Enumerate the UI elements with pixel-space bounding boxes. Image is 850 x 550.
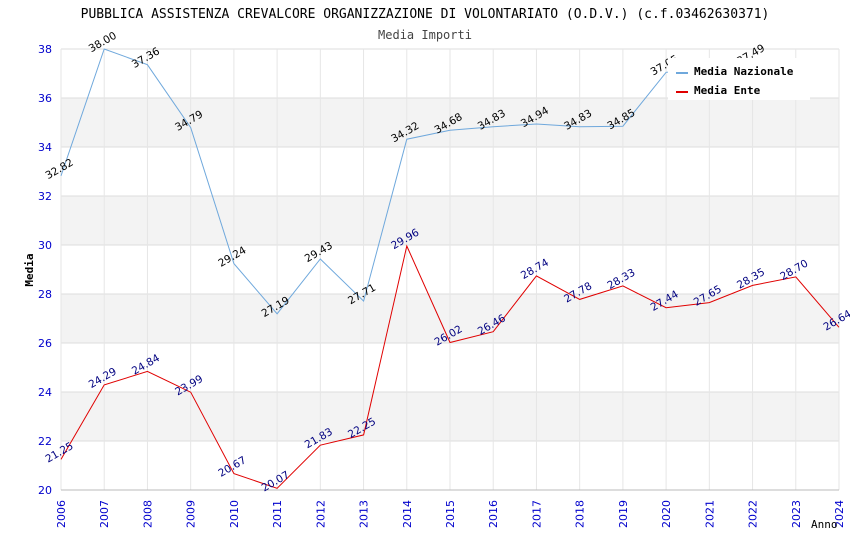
x-tick-label: 2007 <box>98 500 111 528</box>
x-tick-label: 2020 <box>660 500 673 528</box>
x-tick-label: 2017 <box>530 500 543 528</box>
x-tick-label: 2024 <box>833 500 846 528</box>
x-tick-label: 2014 <box>401 500 414 528</box>
y-axis-label: Media <box>23 253 36 286</box>
x-tick-label: 2022 <box>747 500 760 528</box>
data-label: 38.00 <box>87 30 119 55</box>
data-label: 32.82 <box>43 157 75 182</box>
grid-lines <box>60 48 840 491</box>
chart-subtitle: Media Importi <box>378 28 472 42</box>
data-label: 29.24 <box>216 244 248 270</box>
x-tick-label: 2009 <box>185 500 198 528</box>
legend-label-ente: Media Ente <box>694 84 761 97</box>
x-tick-label: 2018 <box>574 500 587 528</box>
x-tick-label: 2023 <box>790 500 803 528</box>
x-axis-label: Anno <box>811 518 838 531</box>
legend-label-nazionale: Media Nazionale <box>694 65 794 78</box>
x-tick-label: 2021 <box>703 500 716 528</box>
y-tick-label: 34 <box>38 141 52 154</box>
x-tick-label: 2019 <box>617 500 630 528</box>
chart-title: PUBBLICA ASSISTENZA CREVALCORE ORGANIZZA… <box>81 7 770 22</box>
x-tick-label: 2011 <box>271 500 284 528</box>
data-label: 20.67 <box>216 454 248 479</box>
y-tick-label: 26 <box>38 337 52 350</box>
x-tick-label: 2015 <box>444 500 457 528</box>
data-label: 20.07 <box>260 469 292 494</box>
y-tick-label: 36 <box>38 92 52 105</box>
data-label: 28.33 <box>605 267 637 292</box>
x-tick-labels: 2006 2007 2008 2009 2010 2011 2012 2013 2014 2015… <box>55 500 846 528</box>
y-tick-label: 32 <box>38 190 52 203</box>
y-tick-labels: 20 22 24 26 28 30 32 34 36 38 <box>38 43 52 497</box>
y-tick-label: 20 <box>38 484 52 497</box>
x-tick-label: 2013 <box>358 500 371 528</box>
y-tick-label: 28 <box>38 288 52 301</box>
x-tick-label: 2016 <box>487 500 500 528</box>
series-line-ente <box>60 244 840 489</box>
data-label: 28.70 <box>778 258 810 283</box>
y-tick-label: 22 <box>38 435 52 448</box>
data-label: 28.35 <box>735 266 767 291</box>
data-label: 24.84 <box>130 352 162 378</box>
legend-box <box>668 58 810 100</box>
x-tick-label: 2012 <box>314 500 327 528</box>
y-tick-label: 24 <box>38 386 52 399</box>
y-tick-label: 30 <box>38 239 52 252</box>
y-tick-label: 38 <box>38 43 52 56</box>
x-tick-label: 2006 <box>55 500 68 528</box>
x-tick-label: 2008 <box>141 500 154 528</box>
x-tick-label: 2010 <box>228 500 241 528</box>
legend: Media Nazionale Media Ente <box>668 58 810 100</box>
